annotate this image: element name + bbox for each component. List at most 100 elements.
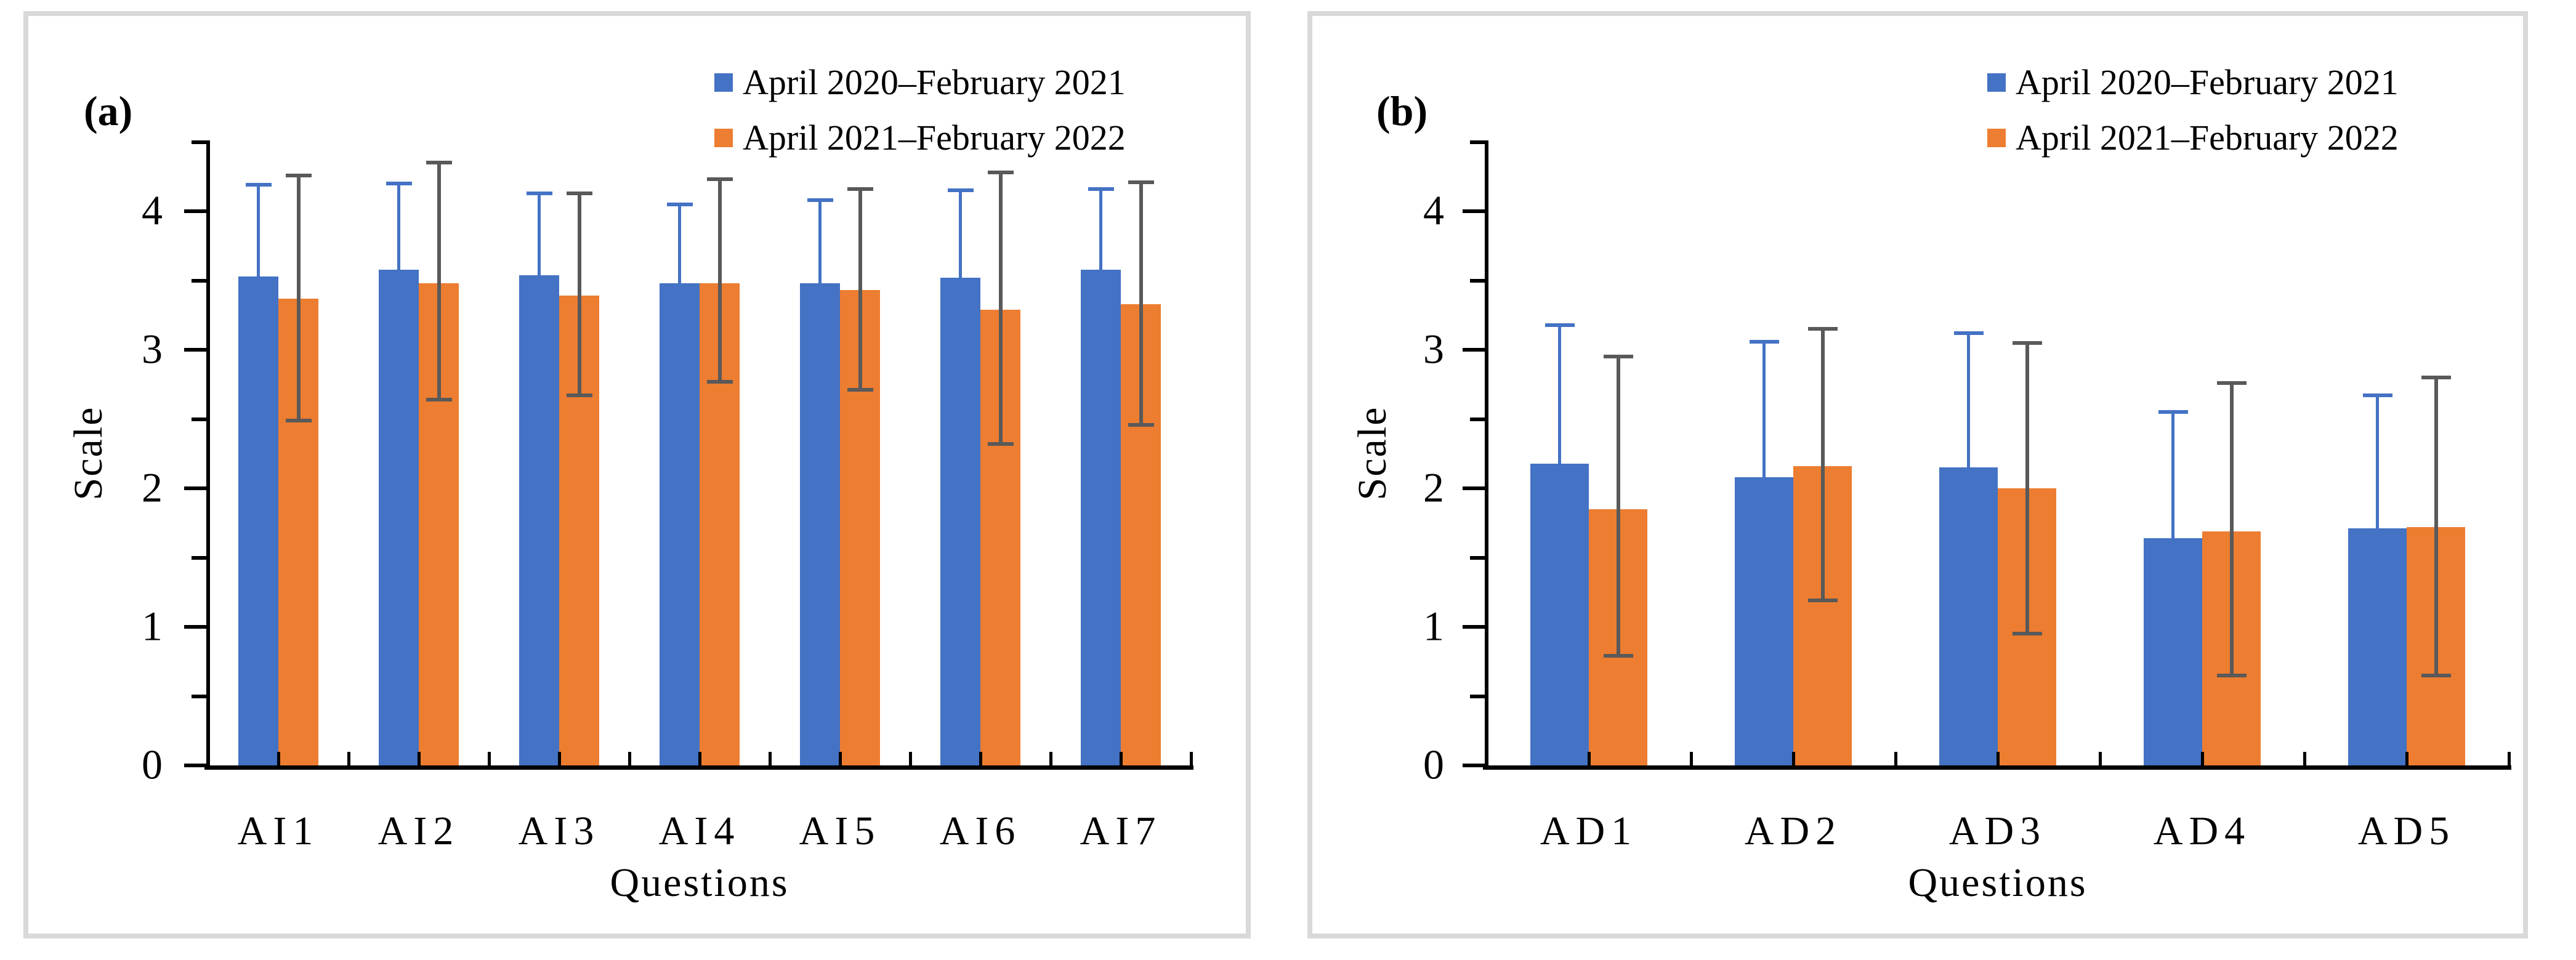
error-bar-line xyxy=(1616,357,1620,656)
y-axis-major-tick xyxy=(184,764,206,767)
y-tick-label: 1 xyxy=(1423,602,1444,650)
legend-label: April 2021–February 2022 xyxy=(743,118,1126,158)
legend-item: April 2020–February 2021 xyxy=(714,63,1126,102)
x-axis-tick xyxy=(347,752,350,770)
error-bar-line xyxy=(2025,342,2029,634)
error-bar-cap-top xyxy=(386,182,412,185)
category-label: AI1 xyxy=(237,809,320,853)
x-axis-tick xyxy=(2200,752,2204,770)
x-axis-tick xyxy=(1049,752,1052,770)
y-tick-label: 3 xyxy=(142,325,163,373)
error-bar-cap-top xyxy=(1603,355,1633,359)
category-label: AD3 xyxy=(1948,809,2047,853)
y-tick-label: 3 xyxy=(1423,325,1444,373)
legend-item: April 2021–February 2022 xyxy=(1987,118,2399,158)
x-axis-tick xyxy=(2098,752,2102,770)
legend: April 2020–February 2021 April 2021–Febru… xyxy=(714,63,1126,158)
category-label: AI6 xyxy=(939,809,1022,853)
axis-title-y: Scale xyxy=(1350,406,1395,501)
error-bar-cap-top xyxy=(426,161,452,165)
category-label: AD4 xyxy=(2153,809,2251,853)
category-label: AI5 xyxy=(799,809,881,853)
error-bar-line xyxy=(818,200,822,283)
error-bar-cap-top xyxy=(987,171,1014,174)
error-bar-line xyxy=(998,172,1003,444)
y-axis-minor-tick xyxy=(192,555,206,560)
x-axis-tick xyxy=(1894,752,1897,770)
x-axis-tick xyxy=(487,752,491,770)
error-bar-cap-top xyxy=(1088,187,1114,191)
error-bar-line xyxy=(1139,182,1143,425)
error-bar-cap-bottom xyxy=(987,442,1014,446)
legend-swatch xyxy=(1987,73,2006,92)
y-tick-label: 0 xyxy=(142,741,163,788)
y-axis-major-tick xyxy=(1463,486,1485,490)
panel-b: (b) 0 1 2 3 4 AD1 AD2 AD3 AD4 AD5 Questions Scale Ap… xyxy=(1307,11,2528,938)
bar xyxy=(238,276,278,765)
error-bar-cap-bottom xyxy=(847,388,873,392)
error-bar-cap-top xyxy=(2012,341,2042,345)
axis-title-y: Scale xyxy=(66,406,111,501)
error-bar-line xyxy=(959,190,962,278)
x-axis-tick xyxy=(768,752,772,770)
error-bar-cap-top xyxy=(706,177,733,182)
error-bar-line xyxy=(1558,325,1561,464)
error-bar-line xyxy=(2376,395,2379,529)
category-label: AD2 xyxy=(1744,809,1843,853)
x-axis-tick xyxy=(2507,752,2511,770)
panel-label-b: (b) xyxy=(1376,87,1428,134)
x-axis-tick xyxy=(206,752,210,770)
legend-swatch xyxy=(714,129,733,147)
y-axis-major-tick xyxy=(184,209,206,213)
bar xyxy=(379,269,419,765)
axis-title-x: Questions xyxy=(610,860,789,905)
legend-item: April 2020–February 2021 xyxy=(1987,63,2399,102)
bar xyxy=(940,278,980,765)
panel-a: (a) 0 1 2 3 4 AI1 AI2 AI3 AI4 AI5 AI6 AI7 Questions S… xyxy=(23,11,1251,938)
x-axis-tick xyxy=(1189,752,1193,770)
y-axis-major-tick xyxy=(184,348,206,352)
x-axis-tick xyxy=(838,752,842,770)
error-bar-cap-top xyxy=(847,187,873,191)
y-axis xyxy=(1485,140,1488,770)
bar xyxy=(1735,477,1793,765)
y-axis-major-tick xyxy=(1463,764,1485,767)
error-bar-cap-top xyxy=(2421,376,2451,379)
legend-label: April 2021–February 2022 xyxy=(2016,118,2399,158)
y-tick-label: 4 xyxy=(142,187,163,234)
category-label: AD5 xyxy=(2357,809,2456,853)
x-axis-tick xyxy=(2303,752,2306,770)
error-bar-line xyxy=(577,193,581,396)
error-bar-line xyxy=(257,185,260,276)
error-bar-line xyxy=(296,175,301,421)
error-bar-cap-top xyxy=(526,191,552,195)
error-bar-line xyxy=(437,163,441,400)
error-bar-cap-top xyxy=(1807,327,1838,331)
y-axis-major-tick xyxy=(1463,348,1485,352)
error-bar-line xyxy=(1099,189,1102,270)
error-bar-cap-bottom xyxy=(2216,673,2247,677)
error-bar-line xyxy=(717,179,722,382)
error-bar-cap-top xyxy=(2362,393,2392,398)
legend-item: April 2021–February 2022 xyxy=(714,118,1126,158)
error-bar-cap-top xyxy=(285,173,312,177)
chart-a: 0 1 2 3 4 AI1 AI2 AI3 AI4 AI5 AI6 AI7 Questions Scale… xyxy=(23,11,1241,929)
error-bar-line xyxy=(2434,377,2438,676)
y-axis-major-tick xyxy=(184,625,206,629)
bar xyxy=(519,275,559,765)
y-tick-label: 4 xyxy=(1423,187,1444,234)
y-axis-major-tick xyxy=(184,486,206,490)
y-axis-minor-tick xyxy=(192,694,206,698)
x-axis-tick xyxy=(1996,752,2000,770)
bar xyxy=(2144,538,2202,765)
error-bar-cap-top xyxy=(666,202,693,206)
error-bar-cap-bottom xyxy=(1807,599,1838,603)
y-axis-major-tick xyxy=(1463,209,1485,213)
legend-swatch xyxy=(714,73,733,92)
category-label: AI7 xyxy=(1080,809,1162,853)
y-tick-label: 2 xyxy=(1423,464,1444,511)
bar xyxy=(1939,467,1998,765)
error-bar-cap-top xyxy=(1953,331,1984,335)
legend: April 2020–February 2021 April 2021–Febru… xyxy=(1987,63,2399,158)
error-bar-line xyxy=(1820,329,1825,601)
